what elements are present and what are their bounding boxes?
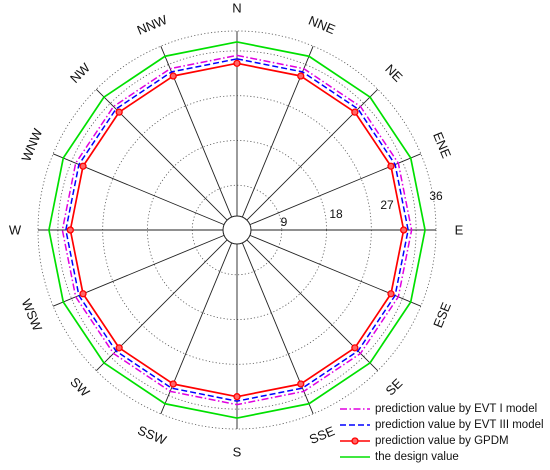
direction-label-nw: NW (67, 60, 93, 86)
data-point-s (233, 393, 241, 401)
spoke-nw (95, 88, 228, 221)
legend-item: prediction value by GPDM (338, 433, 548, 449)
series-line-prediction-value-by-evt-i-model (61, 54, 413, 406)
data-point-ssw (169, 380, 177, 388)
direction-label-sse: SSE (307, 423, 337, 447)
data-point-ese (387, 290, 395, 298)
radial-tick-label-36: 36 (429, 189, 443, 203)
radial-tick-label-9: 9 (281, 215, 288, 229)
legend: prediction value by EVT I model predictio… (338, 401, 548, 465)
center-hole (222, 215, 252, 245)
legend-swatch (340, 437, 370, 445)
direction-label-wnw: WNW (18, 126, 45, 164)
legend-label: the design value (375, 451, 459, 463)
legend-swatch-marker (351, 437, 359, 445)
direction-label-ese: ESE (430, 300, 454, 330)
legend-item: prediction value by EVT I model (338, 401, 548, 417)
data-point-wnw (79, 162, 87, 170)
legend-swatch (340, 408, 370, 410)
legend-item: prediction value by EVT III model (338, 417, 548, 433)
legend-item: the design value (338, 449, 548, 465)
data-point-sw (115, 344, 123, 352)
direction-label-nne: NNE (306, 13, 337, 37)
direction-label-sw: SW (67, 374, 93, 400)
legend-swatch (340, 456, 370, 458)
direction-label-ne: NE (382, 61, 406, 85)
data-point-nnw (169, 72, 177, 80)
data-point-wsw (79, 290, 87, 298)
data-point-ne (351, 108, 359, 116)
direction-label-nnw: NNW (135, 12, 170, 38)
direction-label-w: W (9, 223, 22, 238)
radial-tick-label-18: 18 (329, 207, 343, 221)
data-point-nw (115, 108, 123, 116)
direction-label-s: S (233, 445, 242, 460)
direction-label-e: E (455, 223, 464, 238)
direction-label-ene: ENE (430, 130, 454, 161)
direction-label-n: N (232, 1, 241, 16)
spoke-ne (246, 88, 379, 221)
series-line-the-design-value (48, 41, 426, 419)
series-line-prediction-value-by-evt-iii-model (65, 58, 409, 402)
legend-label: prediction value by GPDM (375, 435, 509, 447)
radial-tick-label-27: 27 (380, 198, 394, 212)
direction-label-wsw: WSW (19, 297, 46, 334)
data-point-w (66, 226, 74, 234)
direction-label-ssw: SSW (135, 423, 169, 448)
data-point-se (351, 344, 359, 352)
legend-swatch (340, 424, 370, 426)
data-point-n (233, 59, 241, 67)
direction-label-se: SE (383, 375, 406, 398)
data-point-sse (297, 380, 305, 388)
series-layer (48, 41, 426, 419)
data-point-e (400, 226, 408, 234)
legend-label: prediction value by EVT I model (375, 403, 538, 415)
legend-label: prediction value by EVT III model (375, 419, 544, 431)
data-point-nne (297, 72, 305, 80)
polar-grid (37, 30, 437, 430)
data-point-ene (387, 162, 395, 170)
